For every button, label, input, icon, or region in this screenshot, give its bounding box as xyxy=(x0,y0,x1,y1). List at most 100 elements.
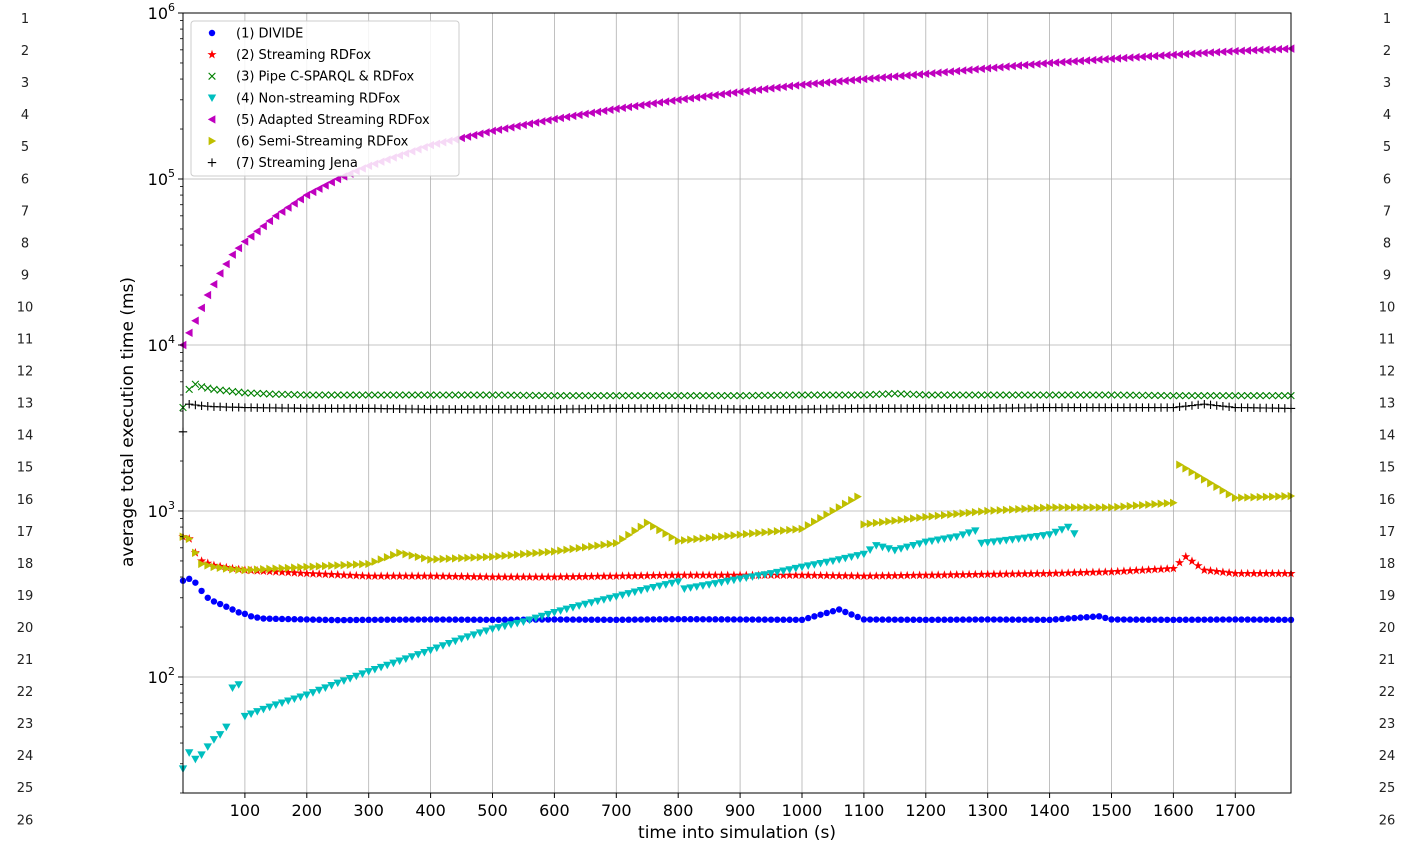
data-point xyxy=(594,541,602,550)
data-point xyxy=(470,391,478,399)
data-point xyxy=(958,66,967,75)
data-point xyxy=(804,391,812,399)
data-point xyxy=(730,391,738,400)
data-point xyxy=(846,571,857,580)
data-point xyxy=(1187,49,1196,58)
data-point xyxy=(489,616,496,624)
data-point xyxy=(1275,492,1283,501)
data-point xyxy=(260,564,268,574)
data-point xyxy=(285,615,292,623)
data-point xyxy=(562,572,572,581)
data-point xyxy=(729,570,739,580)
data-point xyxy=(613,616,620,624)
data-point xyxy=(463,571,473,581)
data-point xyxy=(309,616,317,623)
data-point xyxy=(427,555,435,564)
line-number-left: 24 xyxy=(17,749,34,764)
line-numbers-left: 1234567891011121314151617181920212223242… xyxy=(17,12,34,828)
data-point xyxy=(501,391,509,399)
data-point xyxy=(1101,54,1109,64)
data-point xyxy=(853,552,862,560)
data-point xyxy=(556,391,565,400)
data-point xyxy=(1194,391,1202,400)
data-point xyxy=(204,594,211,601)
data-point xyxy=(1033,391,1041,399)
data-point xyxy=(1274,44,1282,54)
data-point xyxy=(835,391,843,399)
data-point xyxy=(983,391,992,399)
data-point xyxy=(191,755,200,764)
data-point xyxy=(556,607,565,615)
data-point xyxy=(308,689,318,697)
data-point xyxy=(370,665,380,674)
data-point xyxy=(903,390,911,398)
data-point xyxy=(557,616,564,623)
data-point xyxy=(340,560,349,570)
data-point xyxy=(358,670,367,678)
data-point xyxy=(989,569,999,579)
data-point xyxy=(1224,568,1234,577)
data-point xyxy=(748,573,757,581)
data-point xyxy=(581,109,589,119)
data-point xyxy=(1014,535,1023,543)
line-number-right: 7 xyxy=(1383,204,1391,219)
data-point xyxy=(544,610,553,619)
data-point xyxy=(599,571,609,581)
line-number-left: 1 xyxy=(21,12,29,27)
data-point xyxy=(1076,56,1084,66)
data-point xyxy=(1255,568,1265,578)
data-point xyxy=(717,90,725,99)
data-point xyxy=(1151,500,1160,509)
data-point xyxy=(735,570,745,580)
data-point xyxy=(581,600,590,609)
data-point xyxy=(736,530,745,539)
data-point xyxy=(643,585,652,593)
y-tick-label: 106 xyxy=(148,1,175,23)
data-point xyxy=(234,243,243,253)
data-point xyxy=(823,510,831,519)
data-point xyxy=(865,74,874,83)
data-point xyxy=(823,391,831,399)
data-point xyxy=(513,391,522,399)
data-point xyxy=(841,76,849,85)
data-point xyxy=(1089,503,1098,512)
data-point xyxy=(989,63,998,72)
data-point xyxy=(810,79,818,88)
data-point xyxy=(426,571,436,580)
data-point xyxy=(569,391,577,400)
data-point xyxy=(1082,56,1091,65)
data-point xyxy=(699,391,707,400)
data-point xyxy=(1026,533,1036,542)
data-point xyxy=(828,570,838,580)
data-point xyxy=(897,515,906,525)
data-point xyxy=(290,695,299,704)
data-point xyxy=(723,89,732,98)
data-point xyxy=(309,391,317,399)
data-point xyxy=(786,525,794,535)
data-point xyxy=(266,615,273,622)
data-point xyxy=(860,616,868,623)
data-point xyxy=(451,554,460,563)
data-point xyxy=(717,578,726,587)
data-point xyxy=(1231,493,1240,503)
data-point xyxy=(1207,616,1214,623)
line-numbers-right: 1234567891011121314151617181920212223242… xyxy=(1379,12,1396,828)
x-tick-label: 300 xyxy=(353,801,384,820)
data-point xyxy=(419,571,429,580)
data-point xyxy=(779,82,787,92)
data-point xyxy=(1057,57,1066,67)
data-point xyxy=(563,616,570,623)
data-point xyxy=(1058,391,1066,399)
data-point xyxy=(915,570,925,580)
data-point xyxy=(773,568,782,577)
data-point xyxy=(780,616,787,623)
data-point xyxy=(1280,568,1290,578)
data-point xyxy=(296,195,304,204)
legend-entry: (7) Streaming Jena xyxy=(207,156,358,171)
data-point xyxy=(1095,503,1104,512)
data-point xyxy=(798,616,806,624)
data-point xyxy=(834,77,843,86)
x-tick-label: 1300 xyxy=(967,801,1008,820)
data-point xyxy=(513,619,522,628)
data-point xyxy=(816,559,825,568)
